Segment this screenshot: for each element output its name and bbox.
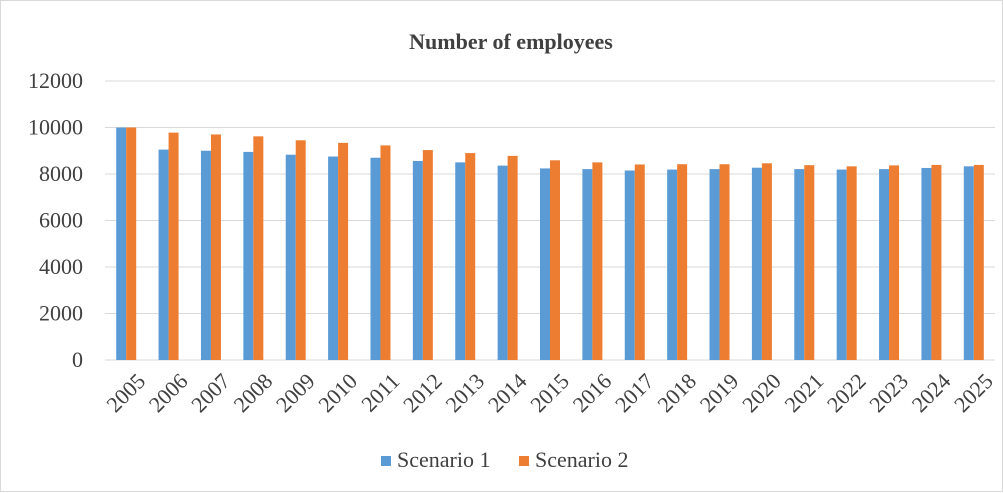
bar-scenario-2-2015 bbox=[550, 160, 560, 360]
bar-scenario-1-2019 bbox=[709, 169, 720, 360]
bar-scenario-1-2012 bbox=[412, 160, 423, 360]
legend-label: Scenario 1 bbox=[397, 447, 490, 472]
x-tick-label: 2005 bbox=[101, 368, 150, 417]
bar-scenario-2-2021 bbox=[804, 165, 815, 360]
y-tick-label: 12000 bbox=[28, 68, 83, 93]
bar-scenario-2-2011 bbox=[380, 145, 391, 360]
x-tick-label: 2014 bbox=[483, 368, 532, 417]
bar-scenario-1-2008 bbox=[243, 151, 254, 360]
bar-scenario-2-2010 bbox=[338, 142, 349, 360]
bar-scenario-2-2008 bbox=[253, 136, 264, 360]
x-tick-label: 2021 bbox=[779, 368, 828, 417]
x-tick-label: 2009 bbox=[271, 368, 320, 417]
bar-scenario-1-2006 bbox=[158, 149, 169, 360]
x-tick-label: 2023 bbox=[864, 368, 913, 417]
x-tick-label: 2019 bbox=[695, 368, 744, 417]
bar-scenario-2-2012 bbox=[422, 150, 433, 360]
bar-scenario-1-2024 bbox=[921, 167, 932, 360]
x-tick-label: 2020 bbox=[737, 368, 786, 417]
bar-scenario-1-2005 bbox=[116, 127, 127, 360]
x-tick-label: 2025 bbox=[949, 368, 998, 417]
bar-scenario-1-2013 bbox=[455, 162, 466, 360]
y-tick-label: 2000 bbox=[39, 301, 83, 326]
bar-scenario-1-2021 bbox=[794, 169, 805, 360]
x-tick-label: 2024 bbox=[907, 368, 956, 417]
legend-swatch bbox=[519, 456, 529, 466]
y-tick-label: 0 bbox=[72, 347, 83, 372]
x-tick-label: 2010 bbox=[313, 368, 362, 417]
x-tick-label: 2017 bbox=[610, 368, 659, 417]
legend: Scenario 1 Scenario 2 bbox=[381, 447, 628, 472]
x-axis-ticks: 2005200620072008200920102011201220132014… bbox=[101, 368, 997, 417]
bar-scenario-2-2007 bbox=[210, 134, 221, 360]
legend-swatch bbox=[381, 456, 391, 466]
bar-scenario-1-2011 bbox=[370, 157, 381, 360]
x-tick-label: 2016 bbox=[568, 368, 617, 417]
bar-scenario-2-2014 bbox=[507, 155, 518, 360]
bar-scenario-2-2018 bbox=[677, 164, 688, 360]
x-tick-label: 2013 bbox=[440, 368, 489, 417]
y-tick-label: 6000 bbox=[39, 208, 83, 233]
x-tick-label: 2022 bbox=[822, 368, 871, 417]
bar-scenario-2-2025 bbox=[973, 164, 984, 360]
y-tick-label: 10000 bbox=[28, 115, 83, 140]
bar-scenario-1-2017 bbox=[624, 170, 635, 360]
bar-scenario-1-2018 bbox=[667, 169, 678, 360]
bar-scenario-2-2020 bbox=[761, 163, 772, 360]
bar-scenario-2-2005 bbox=[126, 127, 137, 360]
bar-scenario-1-2016 bbox=[582, 169, 593, 360]
bar-scenario-1-2023 bbox=[879, 169, 890, 360]
bar-scenario-1-2009 bbox=[285, 154, 296, 360]
x-tick-label: 2008 bbox=[229, 368, 278, 417]
bar-scenario-2-2009 bbox=[295, 140, 306, 360]
x-tick-label: 2011 bbox=[356, 368, 404, 416]
bar-scenario-1-2007 bbox=[200, 150, 211, 360]
bar-scenario-1-2010 bbox=[328, 156, 339, 360]
bar-scenario-1-2020 bbox=[751, 167, 762, 360]
bar-scenario-1-2022 bbox=[836, 169, 847, 360]
bar-scenario-2-2022 bbox=[846, 166, 857, 360]
bar-scenario-1-2015 bbox=[540, 168, 550, 360]
bar-scenario-2-2023 bbox=[889, 165, 900, 360]
legend-label: Scenario 2 bbox=[535, 447, 628, 472]
bar-scenario-2-2013 bbox=[465, 153, 476, 360]
x-tick-label: 2012 bbox=[398, 368, 447, 417]
x-tick-label: 2018 bbox=[652, 368, 701, 417]
bar-scenario-2-2024 bbox=[931, 164, 942, 360]
x-tick-label: 2015 bbox=[525, 368, 574, 417]
bar-scenario-2-2017 bbox=[634, 164, 645, 360]
bars bbox=[116, 127, 984, 360]
y-axis-ticks: 0 2000 4000 6000 8000 10000 12000 bbox=[28, 68, 83, 372]
x-tick-label: 2006 bbox=[144, 368, 193, 417]
chart-title: Number of employees bbox=[409, 29, 613, 54]
bar-scenario-2-2019 bbox=[719, 164, 730, 360]
y-tick-label: 4000 bbox=[39, 254, 83, 279]
bar-scenario-2-2016 bbox=[592, 162, 603, 360]
bar-scenario-1-2025 bbox=[963, 166, 974, 360]
x-tick-label: 2007 bbox=[186, 368, 235, 417]
y-tick-label: 8000 bbox=[39, 161, 83, 186]
bar-scenario-1-2014 bbox=[497, 165, 508, 360]
bar-scenario-2-2006 bbox=[168, 132, 179, 360]
